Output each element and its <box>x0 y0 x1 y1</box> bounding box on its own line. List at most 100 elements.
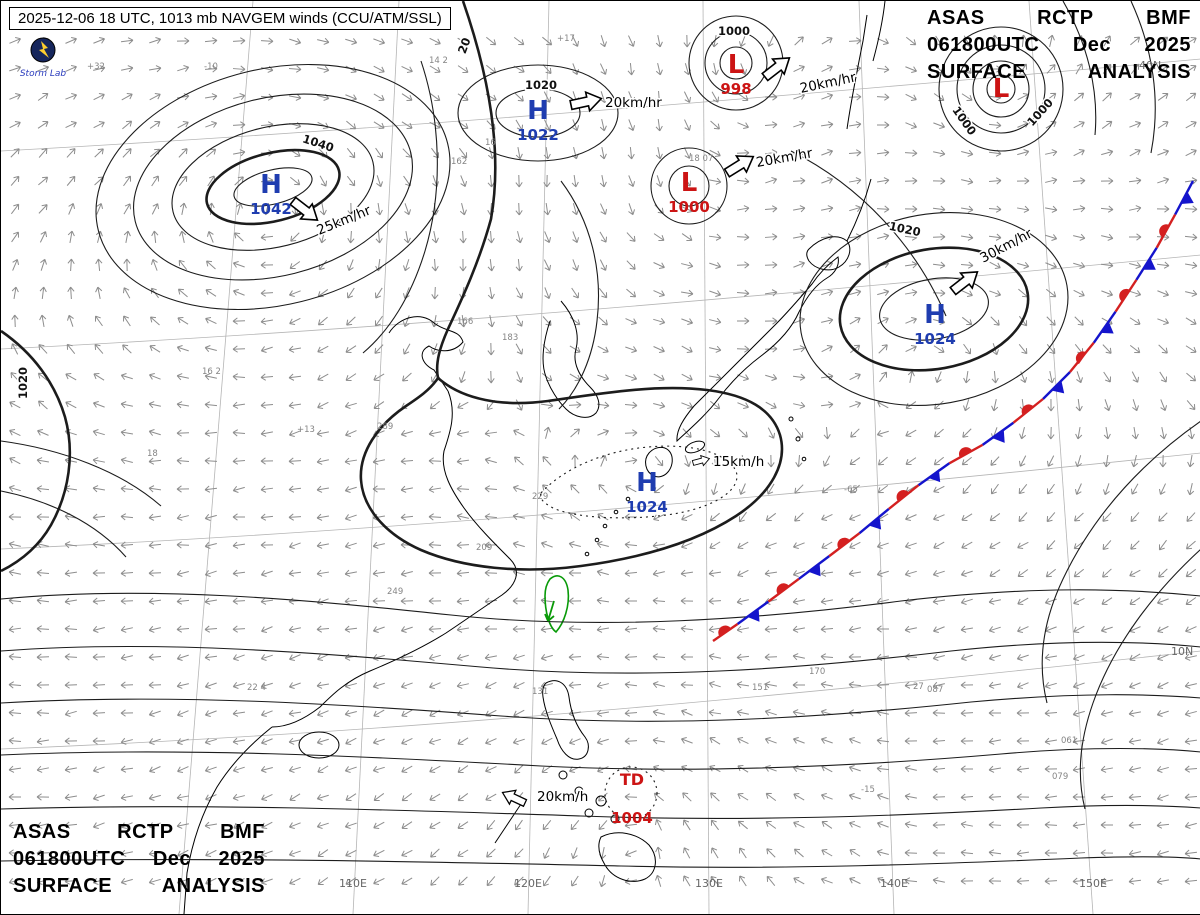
wind-barb-icon <box>204 457 218 465</box>
wind-barb-icon <box>400 597 414 605</box>
wind-barb-icon <box>904 681 918 689</box>
wind-barb-icon <box>515 315 524 327</box>
pressure-center-value: 998 <box>720 80 751 98</box>
wind-barb-icon <box>709 373 722 381</box>
wind-barb-icon <box>459 314 467 328</box>
wind-barb-icon <box>1185 317 1197 326</box>
wind-barb-icon <box>1072 710 1085 717</box>
station-value: -15 <box>861 785 875 795</box>
wind-barb-icon <box>64 849 77 857</box>
wind-barb-icon <box>792 177 806 185</box>
wind-barb-icon <box>1100 682 1113 690</box>
wind-barb-icon <box>1184 205 1198 213</box>
wind-barb-icon <box>792 736 805 744</box>
isobar-thick <box>838 246 1030 372</box>
wind-barb-icon <box>1076 371 1083 384</box>
wind-barb-icon <box>515 343 524 355</box>
wind-barb-icon <box>176 345 189 352</box>
latitude-label: 10N <box>1171 645 1193 658</box>
stationary-front <box>712 180 1195 642</box>
wind-barb-icon <box>960 654 973 661</box>
wind-barb-icon <box>1185 148 1197 157</box>
isobar-thick <box>359 376 784 571</box>
wind-barb-icon <box>991 370 999 384</box>
wind-barb-icon <box>541 372 553 382</box>
wind-barb-icon <box>540 654 553 661</box>
wind-barb-icon <box>487 370 495 384</box>
wind-barb-icon <box>487 287 495 300</box>
isobar <box>1 641 1200 674</box>
wind-barb-icon <box>1157 654 1169 662</box>
wind-barb-icon <box>345 849 357 858</box>
wind-barb-icon <box>1158 512 1168 522</box>
wind-barb-icon <box>625 318 637 326</box>
wind-barb-icon <box>654 455 664 467</box>
wind-barb-icon <box>400 457 414 465</box>
agency-office: RCTP <box>1037 7 1094 29</box>
wind-barb-icon <box>204 710 217 718</box>
wind-barb-icon <box>288 65 302 73</box>
wind-barb-icon <box>1129 261 1142 269</box>
wind-barb-icon <box>681 513 693 522</box>
wind-barb-icon <box>122 344 132 354</box>
wind-barb-icon <box>1100 765 1113 773</box>
wind-barb-icon <box>1187 455 1195 468</box>
wind-barb-icon <box>681 345 693 354</box>
wind-barb-icon <box>1101 290 1114 298</box>
wind-barb-icon <box>344 597 358 605</box>
wind-barb-icon <box>429 65 441 74</box>
wind-barb-icon <box>512 654 525 661</box>
wind-barb-icon <box>372 541 385 549</box>
wind-barb-icon <box>92 513 106 521</box>
wind-barb-icon <box>176 401 190 409</box>
wind-barb-icon <box>877 289 890 296</box>
wind-barb-icon <box>205 93 218 101</box>
wind-barb-icon <box>39 286 47 300</box>
isobar <box>986 74 1016 104</box>
wind-barb-icon <box>289 877 301 886</box>
wind-barb-icon <box>568 597 582 605</box>
wind-barb-icon <box>232 261 245 268</box>
wind-barb-icon <box>176 597 190 605</box>
wind-barb-icon <box>8 765 22 773</box>
wind-barb-icon <box>543 426 551 439</box>
wind-barb-icon <box>402 343 411 355</box>
wind-barb-icon <box>849 484 860 494</box>
wind-barb-icon <box>1186 400 1196 411</box>
wind-speed-label: 20km/h <box>537 789 588 805</box>
wind-barb-icon <box>1017 597 1029 606</box>
wind-barb-icon <box>625 850 637 858</box>
wind-barb-icon <box>710 847 719 859</box>
wind-barb-icon <box>64 429 77 436</box>
wind-barb-icon <box>961 290 973 298</box>
station-value: 162 <box>451 157 467 167</box>
agency-line-3: SURFACE ANALYSIS <box>13 873 265 900</box>
wind-barb-icon <box>176 821 189 829</box>
wind-barb-icon <box>344 766 357 773</box>
wind-barb-icon <box>850 428 860 438</box>
wind-barb-icon <box>628 119 636 132</box>
wind-barb-icon <box>596 681 609 689</box>
wind-barb-icon <box>149 372 161 380</box>
wind-barb-icon <box>542 64 552 74</box>
wind-barb-icon <box>652 709 665 717</box>
wind-barb-icon <box>1044 709 1058 717</box>
wind-barb-icon <box>988 849 1002 857</box>
wind-barb-icon <box>459 258 467 272</box>
wind-barb-icon <box>67 286 75 300</box>
wind-barb-icon <box>232 625 246 633</box>
isobar <box>495 88 581 138</box>
wind-barb-icon <box>655 90 663 104</box>
wind-barb-icon <box>736 289 750 297</box>
wind-barb-icon <box>596 597 610 605</box>
wind-barb-icon <box>37 64 50 72</box>
wind-barb-icon <box>960 625 974 633</box>
wind-barb-icon <box>316 429 329 437</box>
station-value: 079 <box>1052 772 1068 782</box>
wind-barb-icon <box>988 709 1002 717</box>
wind-barb-icon <box>1045 177 1058 185</box>
wind-barb-icon <box>821 36 833 45</box>
wind-barb-icon <box>204 653 218 661</box>
wind-barb-icon <box>765 401 777 410</box>
